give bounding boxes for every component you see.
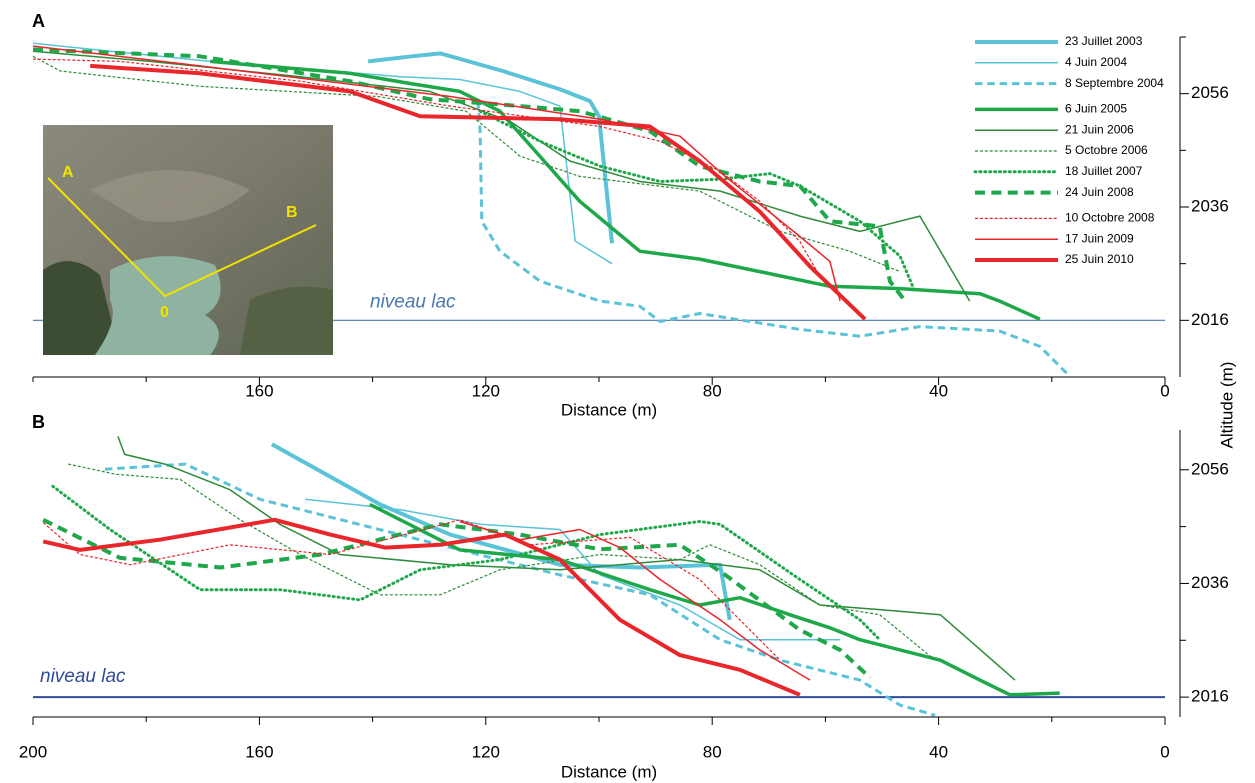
x-tick-label: 0	[1160, 381, 1169, 400]
series-line	[305, 498, 841, 641]
legend-label: 21 Juin 2006	[1065, 122, 1134, 136]
x-tick-label: 40	[929, 381, 948, 400]
series-line	[117, 436, 1016, 681]
y-tick-label: 2036	[1191, 196, 1229, 215]
x-tick-label: 120	[472, 381, 500, 400]
legend-label: 25 Juin 2010	[1065, 252, 1134, 266]
lake-label: niveau lac	[370, 291, 456, 312]
legend-label: 6 Juin 2005	[1065, 102, 1127, 116]
legend-label: 24 Juin 2008	[1065, 185, 1134, 199]
series-line	[478, 109, 917, 293]
inset-label: B	[286, 204, 298, 221]
panel-label: B	[32, 412, 45, 432]
inset-label: A	[62, 164, 74, 181]
series-line	[459, 520, 811, 681]
legend-label: 8 Septembre 2004	[1065, 76, 1164, 90]
inset-label: 0	[160, 304, 169, 321]
x-tick-label: 120	[472, 742, 500, 761]
series-line	[476, 100, 1071, 378]
x-tick-label: 80	[703, 381, 722, 400]
y-axis-label: Altitude (m)	[1217, 362, 1236, 449]
x-tick-label: 80	[703, 742, 722, 761]
series-line	[42, 519, 781, 661]
legend-label: 10 Octobre 2008	[1065, 211, 1155, 225]
panel-label: A	[32, 11, 45, 31]
legend-label: 4 Juin 2004	[1065, 55, 1127, 69]
series-line	[42, 518, 872, 680]
x-tick-label: 160	[245, 381, 273, 400]
x-tick-label: 200	[19, 742, 47, 761]
series-line	[210, 59, 1041, 321]
legend-label: 17 Juin 2009	[1065, 231, 1134, 245]
legend-label: 23 Juillet 2003	[1065, 34, 1143, 48]
y-tick-label: 2056	[1191, 459, 1229, 478]
series-line	[367, 51, 614, 244]
x-tick-label: 160	[245, 742, 273, 761]
inset-photo	[43, 125, 333, 355]
series-line	[67, 463, 936, 661]
series-line	[42, 517, 801, 697]
x-axis-label: Distance (m)	[561, 400, 657, 419]
series-line	[90, 63, 867, 321]
y-tick-label: 2056	[1191, 83, 1229, 102]
series-line	[32, 55, 901, 273]
y-tick-label: 2036	[1191, 573, 1229, 592]
series-line	[104, 462, 936, 717]
series-line	[51, 484, 882, 642]
x-axis-label: Distance (m)	[561, 762, 657, 781]
x-tick-label: 0	[1160, 742, 1169, 761]
y-tick-label: 2016	[1191, 310, 1229, 329]
series-line	[32, 45, 841, 302]
x-tick-label: 40	[929, 742, 948, 761]
series-line	[32, 47, 907, 303]
legend-label: 5 Octobre 2006	[1065, 143, 1148, 157]
lake-label: niveau lac	[40, 666, 126, 687]
series-line	[369, 502, 1060, 697]
series-line	[32, 58, 821, 277]
legend-label: 18 Juillet 2007	[1065, 164, 1143, 178]
y-tick-label: 2016	[1191, 687, 1229, 706]
